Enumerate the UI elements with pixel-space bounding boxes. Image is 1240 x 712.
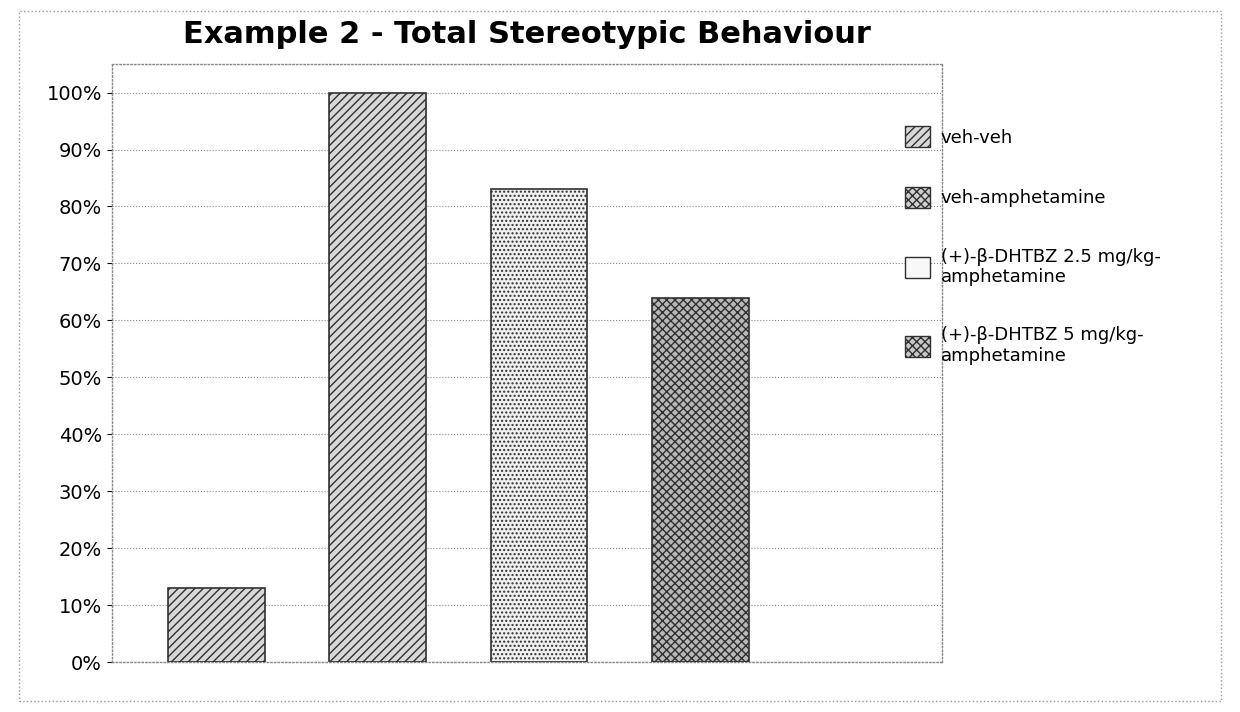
Bar [491, 189, 588, 662]
Title: Example 2 - Total Stereotypic Behaviour: Example 2 - Total Stereotypic Behaviour [184, 20, 870, 49]
Bar [169, 588, 265, 662]
Bar [652, 298, 749, 662]
Bar [330, 93, 427, 662]
Legend: veh-veh, veh-amphetamine, (+)-β-DHTBZ 2.5 mg/kg-
amphetamine, (+)-β-DHTBZ 5 mg/k: veh-veh, veh-amphetamine, (+)-β-DHTBZ 2.… [899, 121, 1166, 370]
